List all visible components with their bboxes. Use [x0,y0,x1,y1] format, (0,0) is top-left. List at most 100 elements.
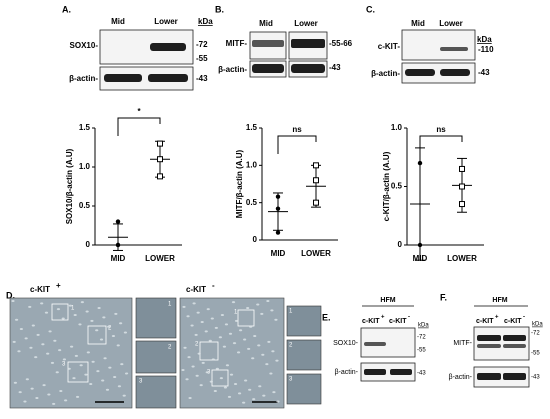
band [291,64,325,73]
cell [19,328,23,331]
cell [123,331,128,334]
data-point [313,199,319,206]
marker: -55-66 [329,39,353,48]
x-tick-label: LOWER [447,254,477,263]
micrograph [179,297,285,409]
cell [276,400,280,403]
significance-label: ns [436,125,446,134]
zoom-number: 3 [289,377,293,383]
cell [183,346,187,349]
cell [210,317,214,320]
zoom-box [67,361,89,383]
cell [215,367,219,370]
inset [286,373,322,405]
cell [201,361,205,364]
blot-row-label: SOX10- [333,340,359,347]
cell [47,393,51,396]
zoom-number: 2 [289,343,293,349]
cell [74,354,78,357]
inset [286,339,322,371]
marker: -43 [478,68,490,77]
lane-label: Lower [294,19,318,28]
y-tick-label: 1.0 [391,123,403,132]
cell [247,347,251,350]
data-point [275,230,281,235]
panel-label: F. [440,292,447,302]
lane-label: Lower [439,19,463,28]
image-sign: + [56,281,61,290]
data-point [115,219,121,224]
cell [58,349,62,352]
inset [135,375,177,409]
marker: -55 [196,54,208,63]
cell [17,350,21,353]
image-label: c-KIT [30,285,50,294]
marker: -43 [196,74,208,83]
cell [125,372,129,375]
lane-label: Mid [411,19,425,28]
cell [68,304,73,307]
cell [274,318,278,321]
data-point [417,242,423,248]
blot-row-label: β-actin- [449,374,473,381]
marker: -43 [531,375,540,381]
cell [256,303,260,306]
cell [56,308,61,311]
cell [120,363,124,366]
cell [61,317,65,320]
data-point [157,173,163,180]
cell [227,395,232,398]
micrograph [9,297,133,409]
cell [231,301,236,304]
cell [204,330,208,333]
y-tick-label: 1.5 [79,123,91,132]
cell [181,368,185,371]
image-sign: - [212,281,215,290]
cell [188,396,192,399]
cell [14,318,19,321]
x-tick-label: LOWER [301,249,331,258]
band [503,373,526,380]
band [150,43,186,51]
cell [41,343,45,346]
cell [257,344,261,347]
data-point [313,177,319,184]
y-tick-label: 0 [398,240,403,249]
cell [267,340,271,343]
cell [114,312,118,315]
blot [360,362,416,382]
cell [248,388,252,391]
cell [246,307,250,310]
panel-label: D. [6,290,15,300]
marker: -43 [417,371,426,377]
cell [232,342,237,345]
cell [251,357,255,360]
inset [135,340,177,374]
cell [30,387,34,390]
cell [236,351,241,354]
panel-label: A. [62,4,71,14]
data-point [417,160,423,166]
band [440,47,468,51]
cell [84,373,88,376]
x-tick-label: LOWER [145,254,175,263]
cell [103,357,107,360]
y-tick-label: 1.0 [246,160,258,169]
cell [242,401,246,404]
marker: -72 [417,335,426,341]
marker: -43 [329,63,341,72]
cell [224,323,229,326]
cell [192,302,196,305]
cell [62,358,67,361]
cell [229,373,234,376]
cell [11,300,15,302]
cell [13,381,17,384]
blot-row-label: MITF- [226,39,248,48]
band [503,335,526,341]
cell [213,389,217,392]
cell [260,312,264,315]
cell [208,339,212,342]
kda-label: kDa [477,35,492,44]
cell [271,350,275,353]
